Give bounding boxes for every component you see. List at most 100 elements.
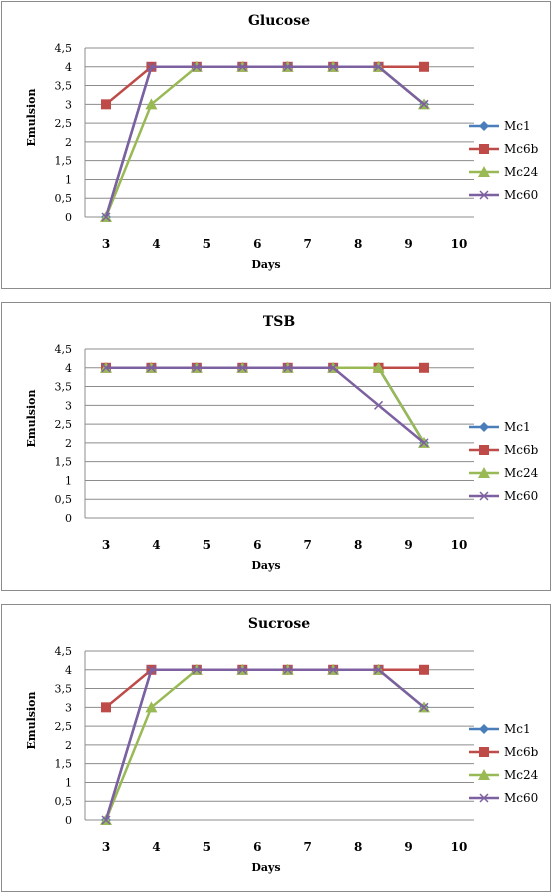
data-point [283, 665, 293, 675]
x-tick-label: 5 [203, 538, 211, 552]
x-tick-label: 3 [102, 538, 110, 552]
y-tick-label: 3,5 [55, 683, 73, 696]
y-tick-label: 3,5 [55, 80, 73, 93]
legend-label: Mc24 [504, 165, 539, 179]
legend-marker [478, 467, 490, 478]
x-tick-label: 4 [152, 237, 160, 251]
data-point [101, 99, 111, 110]
y-tick-label: 1,5 [55, 758, 73, 771]
y-tick-label: 1 [65, 474, 72, 487]
x-axis-label: Days [251, 861, 280, 874]
y-tick-label: 3 [65, 399, 72, 412]
data-point [192, 62, 202, 72]
legend-marker [479, 747, 489, 757]
x-axis-label: Days [251, 258, 280, 271]
legend: Mc1 Mc6b Mc24 Mc60 [469, 722, 539, 805]
data-point [419, 664, 429, 675]
x-tick-label: 5 [203, 840, 211, 854]
y-tick-label: 2,5 [55, 720, 73, 733]
series-line [106, 366, 425, 444]
legend: Mc1 Mc6b Mc24 Mc60 [469, 119, 539, 202]
data-point [237, 363, 247, 373]
x-tick-label: 8 [354, 840, 362, 854]
gridlines [85, 348, 474, 519]
y-axis-label: Emulsion [25, 692, 38, 750]
x-tick-label: 6 [253, 237, 261, 251]
legend-label: Mc1 [504, 722, 531, 736]
data-point [146, 62, 156, 72]
x-tick-label: 3 [102, 840, 110, 854]
y-tick-label: 0 [65, 211, 72, 224]
y-tick-label: 4,5 [55, 343, 73, 356]
y-tick-label: 1,5 [55, 155, 73, 168]
series-mc60 [101, 62, 429, 222]
data-point [328, 363, 338, 373]
x-tick-label: 10 [451, 237, 468, 251]
chart-tsb: TSB 0 0,5 1 1,5 2 2,5 3 3,5 4 4,5 3 4 5 6 7 8 9 10 Days Emul… [25, 314, 539, 572]
y-axis-label: Emulsion [25, 89, 38, 147]
legend-label: Mc6b [504, 745, 539, 759]
legend-marker [479, 422, 489, 432]
y-tick-label: 2 [65, 136, 72, 149]
legend-marker [478, 166, 490, 177]
x-tick-label: 9 [404, 237, 412, 251]
chart-sucrose: Sucrose 0 0,5 1 1,5 2 2,5 3 3,5 4 4,5 3 4 5 6 7 8 9 10 Days… [25, 616, 539, 874]
data-point [283, 62, 293, 72]
y-tick-label: 0,5 [55, 493, 73, 506]
y-tick-label: 2 [65, 437, 72, 450]
series-mc60 [101, 665, 429, 825]
x-tick-label: 7 [304, 237, 312, 251]
legend-label: Mc60 [504, 791, 538, 805]
y-tick-label: 3,5 [55, 381, 73, 394]
chart-title: TSB [263, 314, 296, 330]
y-tick-label: 4 [65, 61, 72, 74]
y-tick-label: 1 [65, 173, 72, 186]
legend-label: Mc1 [504, 119, 531, 133]
data-point [374, 665, 384, 675]
legend-label: Mc24 [504, 768, 539, 782]
x-tick-label: 3 [102, 237, 110, 251]
y-tick-label: 4,5 [55, 645, 73, 658]
data-point [101, 212, 111, 222]
data-point [374, 400, 384, 410]
y-tick-label: 3 [65, 98, 72, 111]
x-tick-label: 4 [152, 840, 160, 854]
y-tick-label: 4,5 [55, 42, 73, 55]
x-tick-label: 5 [203, 237, 211, 251]
legend-marker [478, 769, 490, 780]
x-tick-label: 10 [451, 538, 468, 552]
data-point [101, 702, 111, 713]
data-point [192, 665, 202, 675]
chart-panel-tsb: TSB 0 0,5 1 1,5 2 2,5 3 3,5 4 4,5 3 4 5 6 7 8 9 10 Days Emul… [1, 302, 551, 591]
y-tick-label: 1,5 [55, 456, 73, 469]
data-point [237, 62, 247, 72]
data-point [283, 363, 293, 373]
data-point [146, 363, 156, 373]
y-tick-label: 0 [65, 814, 72, 827]
data-point [237, 665, 247, 675]
data-point [145, 701, 158, 713]
y-tick-label: 4 [65, 362, 72, 375]
gridlines [85, 650, 474, 821]
x-tick-label: 7 [304, 538, 312, 552]
y-axis-label: Emulsion [25, 390, 38, 448]
data-point [192, 363, 202, 373]
x-tick-label: 9 [404, 840, 412, 854]
data-point [419, 438, 429, 448]
y-tick-label: 4 [65, 664, 72, 677]
x-tick-label: 8 [354, 538, 362, 552]
y-tick-label: 0,5 [55, 192, 73, 205]
chart-title: Sucrose [248, 616, 310, 632]
data-point [419, 362, 429, 373]
legend-marker [479, 793, 489, 803]
y-tick-label: 2 [65, 739, 72, 752]
legend: Mc1 Mc6b Mc24 Mc60 [469, 420, 539, 503]
x-tick-label: 8 [354, 237, 362, 251]
data-point [419, 99, 429, 109]
x-tick-label: 10 [451, 840, 468, 854]
data-point [419, 702, 429, 712]
series-line [104, 668, 425, 821]
legend-label: Mc6b [504, 142, 539, 156]
chart-title: Glucose [248, 13, 310, 29]
x-tick-label: 9 [404, 538, 412, 552]
